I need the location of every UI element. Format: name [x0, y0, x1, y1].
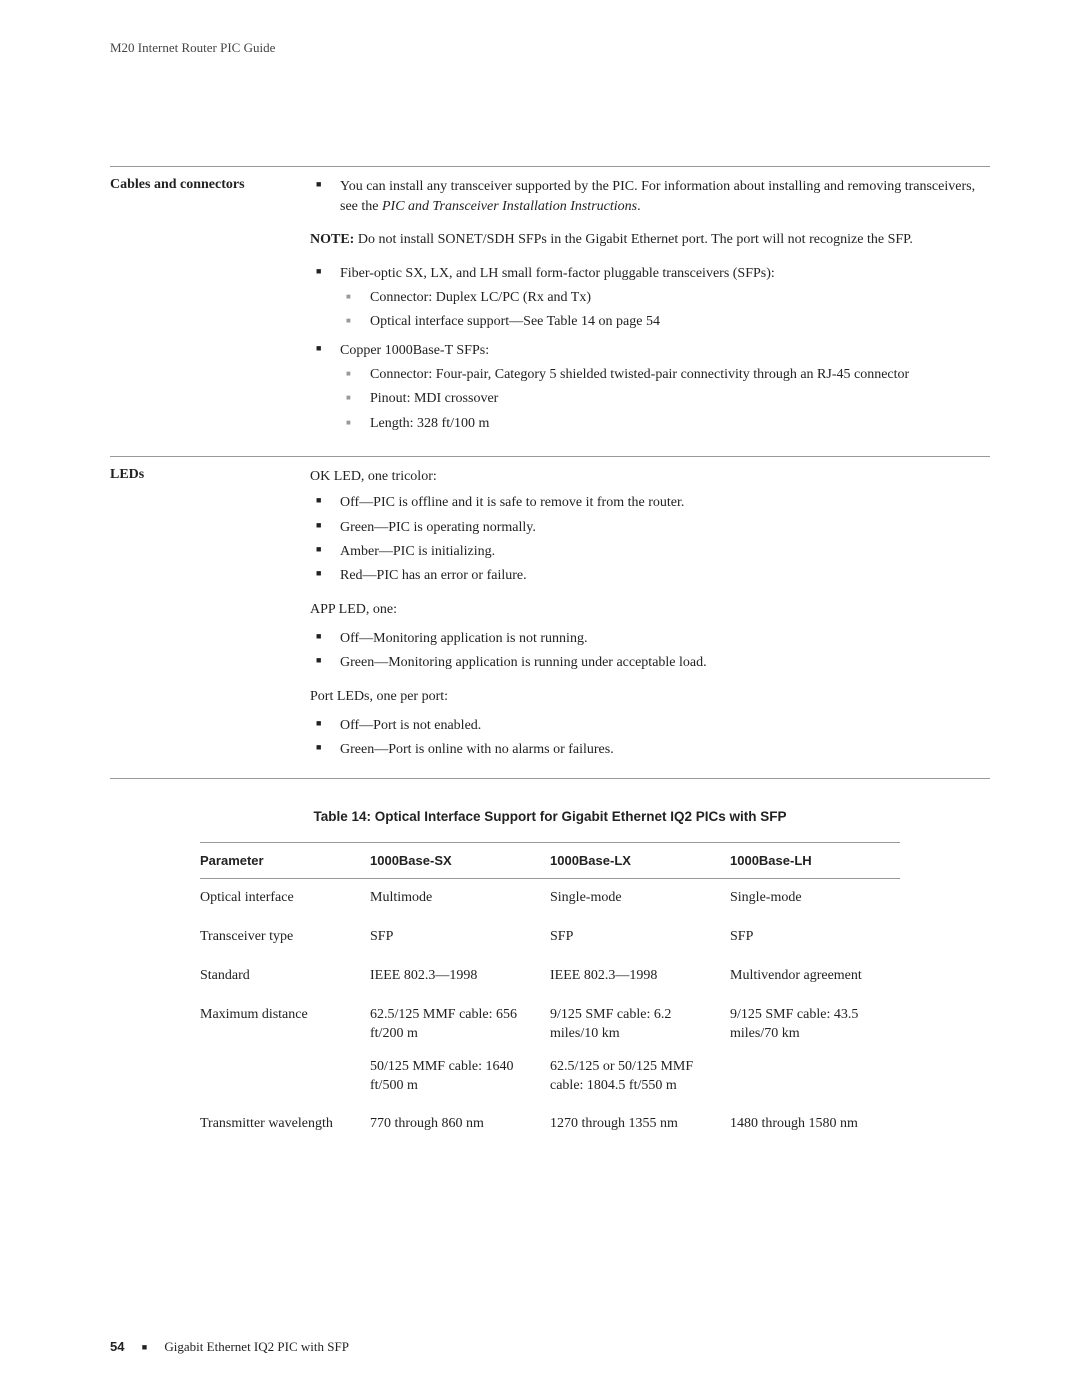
cell-block: 9/125 SMF cable: 43.5 miles/70 km — [730, 1006, 892, 1044]
app-led-list: Off—Monitoring application is not runnin… — [310, 629, 990, 674]
cell-sx: IEEE 802.3—1998 — [370, 957, 550, 996]
table-title: Table 14: Optical Interface Support for … — [110, 809, 990, 824]
spec-row-leds: LEDs OK LED, one tricolor: Off—PIC is of… — [110, 456, 990, 779]
cell-lh: SFP — [730, 918, 900, 957]
cell-block: 50/125 MMF cable: 1640 ft/500 m — [370, 1058, 542, 1096]
cell-block: IEEE 802.3—1998 — [370, 967, 542, 986]
cell-sx: 770 through 860 nm — [370, 1105, 550, 1144]
cell-block: SFP — [370, 928, 542, 947]
note-label: NOTE: — [310, 232, 354, 247]
spec-label-cables: Cables and connectors — [110, 177, 310, 438]
cell-lh: 9/125 SMF cable: 43.5 miles/70 km — [730, 996, 900, 1106]
th-lh: 1000Base-LH — [730, 843, 900, 879]
table-header-row: Parameter 1000Base-SX 1000Base-LX 1000Ba… — [200, 843, 900, 879]
sub-bullet: Optical interface support—See Table 14 o… — [340, 312, 990, 332]
list-item: Green—Port is online with no alarms or f… — [310, 740, 990, 760]
table-row: Maximum distance62.5/125 MMF cable: 656 … — [200, 996, 900, 1106]
cell-lh: 1480 through 1580 nm — [730, 1105, 900, 1144]
th-lx: 1000Base-LX — [550, 843, 730, 879]
cell-sx: SFP — [370, 918, 550, 957]
sub-bullet: Connector: Duplex LC/PC (Rx and Tx) — [340, 288, 990, 308]
page-footer: 54 ■ Gigabit Ethernet IQ2 PIC with SFP — [110, 1339, 349, 1355]
cell-lx: 9/125 SMF cable: 6.2 miles/10 km 62.5/125… — [550, 996, 730, 1106]
cell-block: Multimode — [370, 889, 542, 908]
cell-block: Single-mode — [730, 889, 892, 908]
cell-sx: Multimode — [370, 879, 550, 918]
cell-param: Standard — [200, 957, 370, 996]
list-item: Red—PIC has an error or failure. — [310, 566, 990, 586]
cell-param: Transceiver type — [200, 918, 370, 957]
bullet-intro-italic: PIC and Transceiver Installation Instruc… — [382, 199, 637, 214]
cell-lx: IEEE 802.3—1998 — [550, 957, 730, 996]
spec-body-leds: OK LED, one tricolor: Off—PIC is offline… — [310, 467, 990, 764]
cell-block: Multivendor agreement — [730, 967, 892, 986]
fiber-sublist: Connector: Duplex LC/PC (Rx and Tx) Opti… — [340, 288, 990, 333]
list-item: Off—Monitoring application is not runnin… — [310, 629, 990, 649]
sub-bullet: Pinout: MDI crossover — [340, 389, 990, 409]
cell-block: IEEE 802.3—1998 — [550, 967, 722, 986]
list-item: Amber—PIC is initializing. — [310, 542, 990, 562]
note-block: NOTE: Do not install SONET/SDH SFPs in t… — [310, 230, 990, 250]
footer-square-icon: ■ — [142, 1342, 147, 1352]
footer-text: Gigabit Ethernet IQ2 PIC with SFP — [164, 1339, 349, 1354]
bullet-intro-tail: . — [637, 199, 641, 214]
spec-body-cables: You can install any transceiver supporte… — [310, 177, 990, 438]
table-row: Transmitter wavelength770 through 860 nm… — [200, 1105, 900, 1144]
th-sx: 1000Base-SX — [370, 843, 550, 879]
table-row: Optical interfaceMultimode Single-mode Sin… — [200, 879, 900, 918]
bullet-fiber-head: Fiber-optic SX, LX, and LH small form-fa… — [340, 266, 775, 281]
list-item: Green—PIC is operating normally. — [310, 518, 990, 538]
cell-param: Transmitter wavelength — [200, 1105, 370, 1144]
bullet-copper: Copper 1000Base-T SFPs: Connector: Four-… — [310, 341, 990, 434]
cell-block: 9/125 SMF cable: 6.2 miles/10 km — [550, 1006, 722, 1044]
th-param: Parameter — [200, 843, 370, 879]
table-body: Optical interfaceMultimode Single-mode Sin… — [200, 879, 900, 1145]
cell-param: Maximum distance — [200, 996, 370, 1106]
note-text: Do not install SONET/SDH SFPs in the Gig… — [354, 232, 913, 247]
list-item: Off—Port is not enabled. — [310, 716, 990, 736]
cell-param: Optical interface — [200, 879, 370, 918]
optical-table: Parameter 1000Base-SX 1000Base-LX 1000Ba… — [200, 842, 900, 1144]
list-item: Off—PIC is offline and it is safe to rem… — [310, 493, 990, 513]
cell-block: Single-mode — [550, 889, 722, 908]
cell-block: 1270 through 1355 nm — [550, 1115, 722, 1134]
bullet-fiber: Fiber-optic SX, LX, and LH small form-fa… — [310, 264, 990, 333]
table-row: Transceiver typeSFPSFPSFP — [200, 918, 900, 957]
spec-row-cables: Cables and connectors You can install an… — [110, 166, 990, 438]
cell-lx: Single-mode — [550, 879, 730, 918]
page-number: 54 — [110, 1339, 124, 1354]
running-header: M20 Internet Router PIC Guide — [110, 40, 990, 56]
cell-lx: 1270 through 1355 nm — [550, 1105, 730, 1144]
cell-sx: 62.5/125 MMF cable: 656 ft/200 m 50/125 M… — [370, 996, 550, 1106]
spec-label-leds: LEDs — [110, 467, 310, 764]
bullet-copper-head: Copper 1000Base-T SFPs: — [340, 343, 489, 358]
copper-sublist: Connector: Four-pair, Category 5 shielde… — [340, 365, 990, 434]
list-item: Green—Monitoring application is running … — [310, 653, 990, 673]
cell-block: SFP — [550, 928, 722, 947]
ok-led-head: OK LED, one tricolor: — [310, 467, 990, 487]
cell-block: 1480 through 1580 nm — [730, 1115, 892, 1134]
sub-bullet: Connector: Four-pair, Category 5 shielde… — [340, 365, 990, 385]
cell-lx: SFP — [550, 918, 730, 957]
cell-lh: Single-mode — [730, 879, 900, 918]
cell-lh: Multivendor agreement — [730, 957, 900, 996]
cell-block: 62.5/125 or 50/125 MMF cable: 1804.5 ft/… — [550, 1058, 722, 1096]
table-row: StandardIEEE 802.3—1998IEEE 802.3—1998Mu… — [200, 957, 900, 996]
cell-block: 62.5/125 MMF cable: 656 ft/200 m — [370, 1006, 542, 1044]
port-led-list: Off—Port is not enabled. Green—Port is o… — [310, 716, 990, 761]
port-led-head: Port LEDs, one per port: — [310, 687, 990, 707]
app-led-head: APP LED, one: — [310, 600, 990, 620]
sub-bullet: Length: 328 ft/100 m — [340, 414, 990, 434]
cell-block: SFP — [730, 928, 892, 947]
ok-led-list: Off—PIC is offline and it is safe to rem… — [310, 493, 990, 586]
cell-block: 770 through 860 nm — [370, 1115, 542, 1134]
bullet-intro: You can install any transceiver supporte… — [310, 177, 990, 218]
